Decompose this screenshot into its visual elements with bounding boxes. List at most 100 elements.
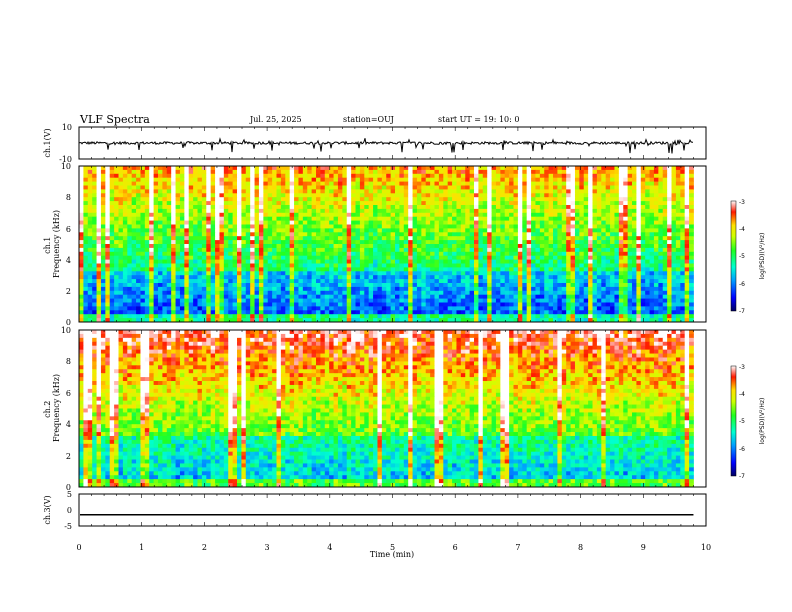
ch1-spectrogram-cell [649,169,655,175]
ch1-spectrogram-cell [684,197,690,202]
ch1-spectrogram-cell [614,166,620,171]
ch1-spectrogram-cell [324,173,330,179]
ch1-spectrogram-cell [675,263,681,268]
ch1-spectrogram-cell [373,259,378,264]
ch1-spectrogram-cell [223,224,229,229]
ch1-spectrogram-cell [509,271,514,276]
ch1-spectrogram-cell [456,294,462,299]
ch1-spectrogram-cell [100,236,106,241]
ch1-spectrogram-cell [302,283,308,288]
ch1-spectrogram-cell [381,197,387,202]
ch1-spectrogram-cell [294,181,299,186]
ch1-spectrogram-cell [346,232,352,237]
ch1-spectrogram-cell [539,193,545,198]
ch1-spectrogram-cell [381,173,387,179]
ch1-spectrogram-cell [140,212,146,218]
ch1-spectrogram-cell [570,220,576,225]
ch1-spectrogram-cell [474,255,479,260]
ch1-spectrogram-cell [658,286,664,292]
ch1-spectrogram-cell [276,298,282,303]
ch1-spectrogram-cell [254,294,260,299]
ch1-spectrogram-cell [109,201,115,206]
ch1-spectrogram-cell [294,290,299,296]
ch1-spectrogram-cell [87,271,93,276]
ch1-spectrogram-cell [294,247,299,253]
ch1-spectrogram-cell [395,236,400,241]
ch1-spectrogram-cell [592,240,598,245]
ch1-spectrogram-cell [579,220,585,225]
ch1-spectrogram-cell [623,247,629,253]
ch1-spectrogram-cell [574,169,580,175]
ch1-spectrogram-cell [601,177,607,182]
ch1-spectrogram-cell [368,205,374,210]
ch1-spectrogram-cell [596,177,602,182]
ch1-spectrogram-cell [583,251,589,257]
ch1-spectrogram-cell [561,247,567,253]
ch1-spectrogram-cell [671,275,677,280]
ch1-spectrogram-cell [658,224,664,229]
ch1-spectrogram-cell [87,275,93,280]
ch1-spectrogram-cell [662,240,668,245]
ch1-spectrogram-cell [188,271,194,276]
ch1-spectrogram-cell [280,244,286,249]
ch1-spectrogram-cell [671,298,677,303]
ch1-spectrogram-cell [302,169,308,175]
ch1-spectrogram-cell [500,173,506,179]
ch1-spectrogram-cell [140,290,146,296]
ch1-spectrogram-cell [570,244,576,249]
ch1-spectrogram-cell [122,232,128,237]
ch1-spectrogram-cell [610,244,615,249]
ch1-spectrogram-cell [118,275,124,280]
ch1-spectrogram-cell [140,173,146,179]
ch1-spectrogram-cell [144,240,150,245]
ch1-spectrogram-cell [329,286,334,292]
ch1-spectrogram-cell [359,208,365,214]
ch1-spectrogram-cell [627,267,633,272]
ch1-spectrogram-cell [272,232,277,237]
ch1-spectrogram-cell [351,263,356,268]
ch1-spectrogram-cell [329,236,334,241]
ch1-spectrogram-cell [623,193,629,198]
ch1-spectrogram-cell [596,232,602,237]
ch1-spectrogram-cell [588,224,593,229]
ch1-spectrogram-cell [645,255,650,260]
ch1-spectrogram-cell [96,166,102,171]
ch1-spectrogram-cell [469,259,475,264]
ch1-spectrogram-cell [158,201,163,206]
ch1-spectrogram-cell [276,247,282,253]
ch1-spectrogram-cell [188,216,194,221]
ch1-spectrogram-cell [632,255,637,260]
ch1-spectrogram-cell [570,181,576,186]
ch1-spectrogram-cell [386,220,392,225]
ch1-spectrogram-cell [478,236,484,241]
ch1-spectrogram-cell [553,173,558,179]
ch1-spectrogram-cell [675,247,681,253]
ch1-spectrogram-cell [171,283,176,288]
ch1-spectrogram-cell [193,302,198,307]
ch1-spectrogram-cell [166,201,172,206]
ch1-spectrogram-cell [219,169,225,175]
ch1-spectrogram-cell [215,275,220,280]
ch1-spectrogram-cell [522,279,528,284]
ch1-spectrogram-cell [500,271,506,276]
ch1-spectrogram-cell [421,197,427,202]
ch1-spectrogram-cell [539,247,545,253]
ch1-spectrogram-cell [316,236,321,241]
ch1-spectrogram-cell [645,263,650,268]
ch1-spectrogram-cell [188,205,194,210]
ch1-spectrogram-cell [667,294,672,299]
ch1-spectrogram-cell [179,228,185,233]
ch1-spectrogram-cell [307,275,313,280]
ch1-spectrogram-cell [632,263,637,268]
ch1-spectrogram-cell [245,290,251,296]
ch1-spectrogram-cell [351,286,356,292]
ch1-spectrogram-cell [144,275,150,280]
ch1-spectrogram-cell [79,279,84,284]
ch1-spectrogram-cell [583,298,589,303]
ch1-spectrogram-cell [87,177,93,182]
ch1-spectrogram-cell [416,294,422,299]
ch1-spectrogram-cell [254,283,260,288]
ch1-spectrogram-cell [588,177,593,182]
ch1-spectrogram-cell [544,166,550,171]
ch1-spectrogram-cell [460,259,466,264]
